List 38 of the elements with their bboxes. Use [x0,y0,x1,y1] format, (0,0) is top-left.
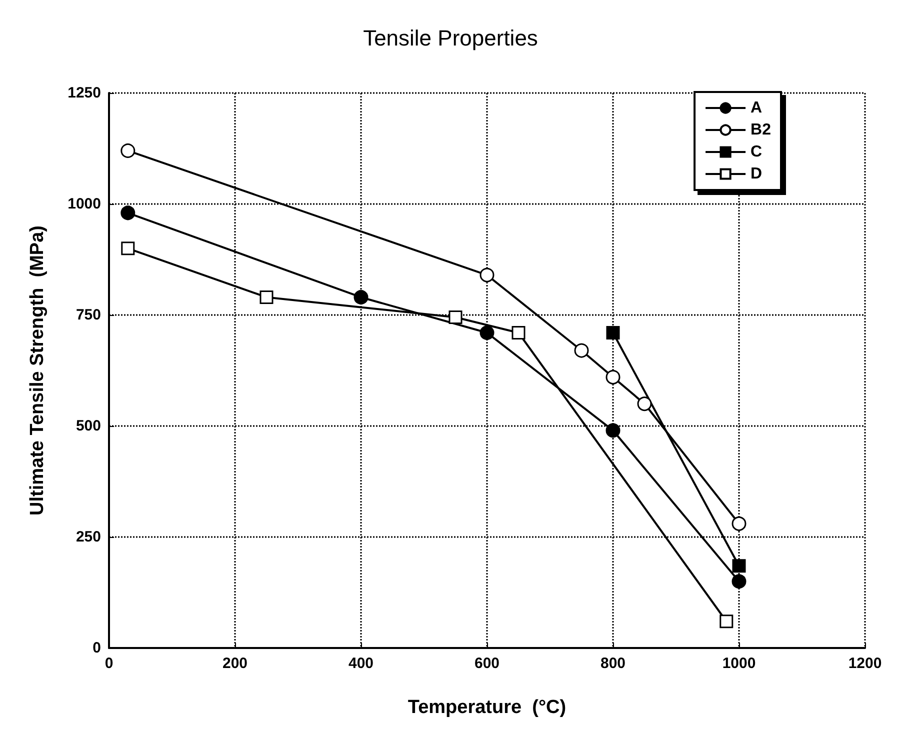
point [606,326,620,340]
legend-label: B2 [750,122,772,138]
point [606,423,620,438]
x-tick-label: 600 [474,655,500,672]
point [606,370,620,384]
legend-label: C [750,144,763,160]
x-tick-label: 1000 [722,655,756,672]
point [260,290,274,304]
y-tick-label: 250 [76,528,101,546]
y-tick-label: 1000 [68,196,101,212]
x-tick-label: 0 [104,655,114,672]
point [512,326,526,340]
x-tick-label: 1200 [848,655,882,672]
point [354,290,368,304]
point [637,396,652,412]
point [732,559,746,573]
legend-label: A [750,100,763,116]
y-tick-label: 0 [92,640,101,656]
x-axis-title: Temperature (°C) [408,697,566,718]
point [120,206,136,220]
legend-label: D [750,166,762,182]
point [448,310,462,324]
x-tick-label: 200 [222,655,248,672]
point [732,574,746,589]
point [732,516,746,531]
point [120,143,136,158]
point [574,343,589,358]
y-tick-label: 1250 [68,84,101,102]
point [480,326,494,340]
x-tick-label: 800 [600,655,626,672]
point [720,614,734,628]
point [480,268,494,282]
x-tick-label: 400 [348,655,374,672]
y-axis-title: Ultimate Tensile Strength (MPa) [27,226,48,516]
chart-title: Tensile Properties [363,26,538,50]
point [121,242,135,256]
y-tick-label: 500 [76,418,101,434]
y-tick-label: 750 [76,306,101,324]
